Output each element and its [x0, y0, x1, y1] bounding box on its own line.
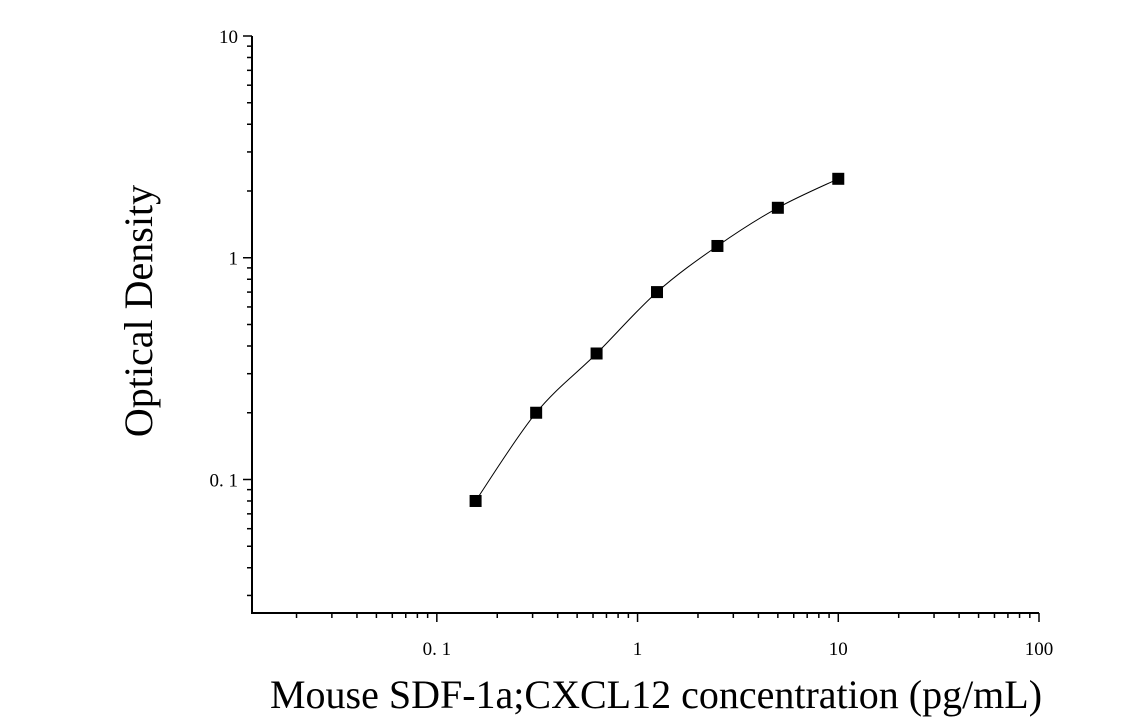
y-tick-label: 0. 1 — [210, 470, 239, 491]
x-tick-label: 10 — [829, 639, 848, 660]
x-tick-label: 0. 1 — [423, 639, 452, 660]
data-points — [469, 172, 845, 507]
y-tick-label: 10 — [219, 27, 238, 48]
y-tick-label: 1 — [229, 249, 239, 270]
data-point — [832, 172, 845, 185]
data-point — [469, 494, 482, 507]
data-point — [590, 347, 603, 360]
data-point — [651, 286, 664, 299]
data-point — [530, 406, 543, 419]
fit-curve — [475, 178, 839, 502]
axes — [251, 36, 1039, 614]
x-tick-label: 100 — [1025, 639, 1054, 660]
tick-labels: 0. 1 1 10 100 0. 1 1 10 — [210, 27, 1054, 660]
x-tick-label: 1 — [633, 639, 643, 660]
x-axis-title: Mouse SDF-1a;CXCL12 concentration (pg/mL… — [270, 672, 1042, 717]
data-point — [711, 239, 724, 252]
y-axis-title: Optical Density — [116, 185, 161, 437]
ticks — [243, 35, 1040, 622]
data-point — [771, 201, 784, 214]
